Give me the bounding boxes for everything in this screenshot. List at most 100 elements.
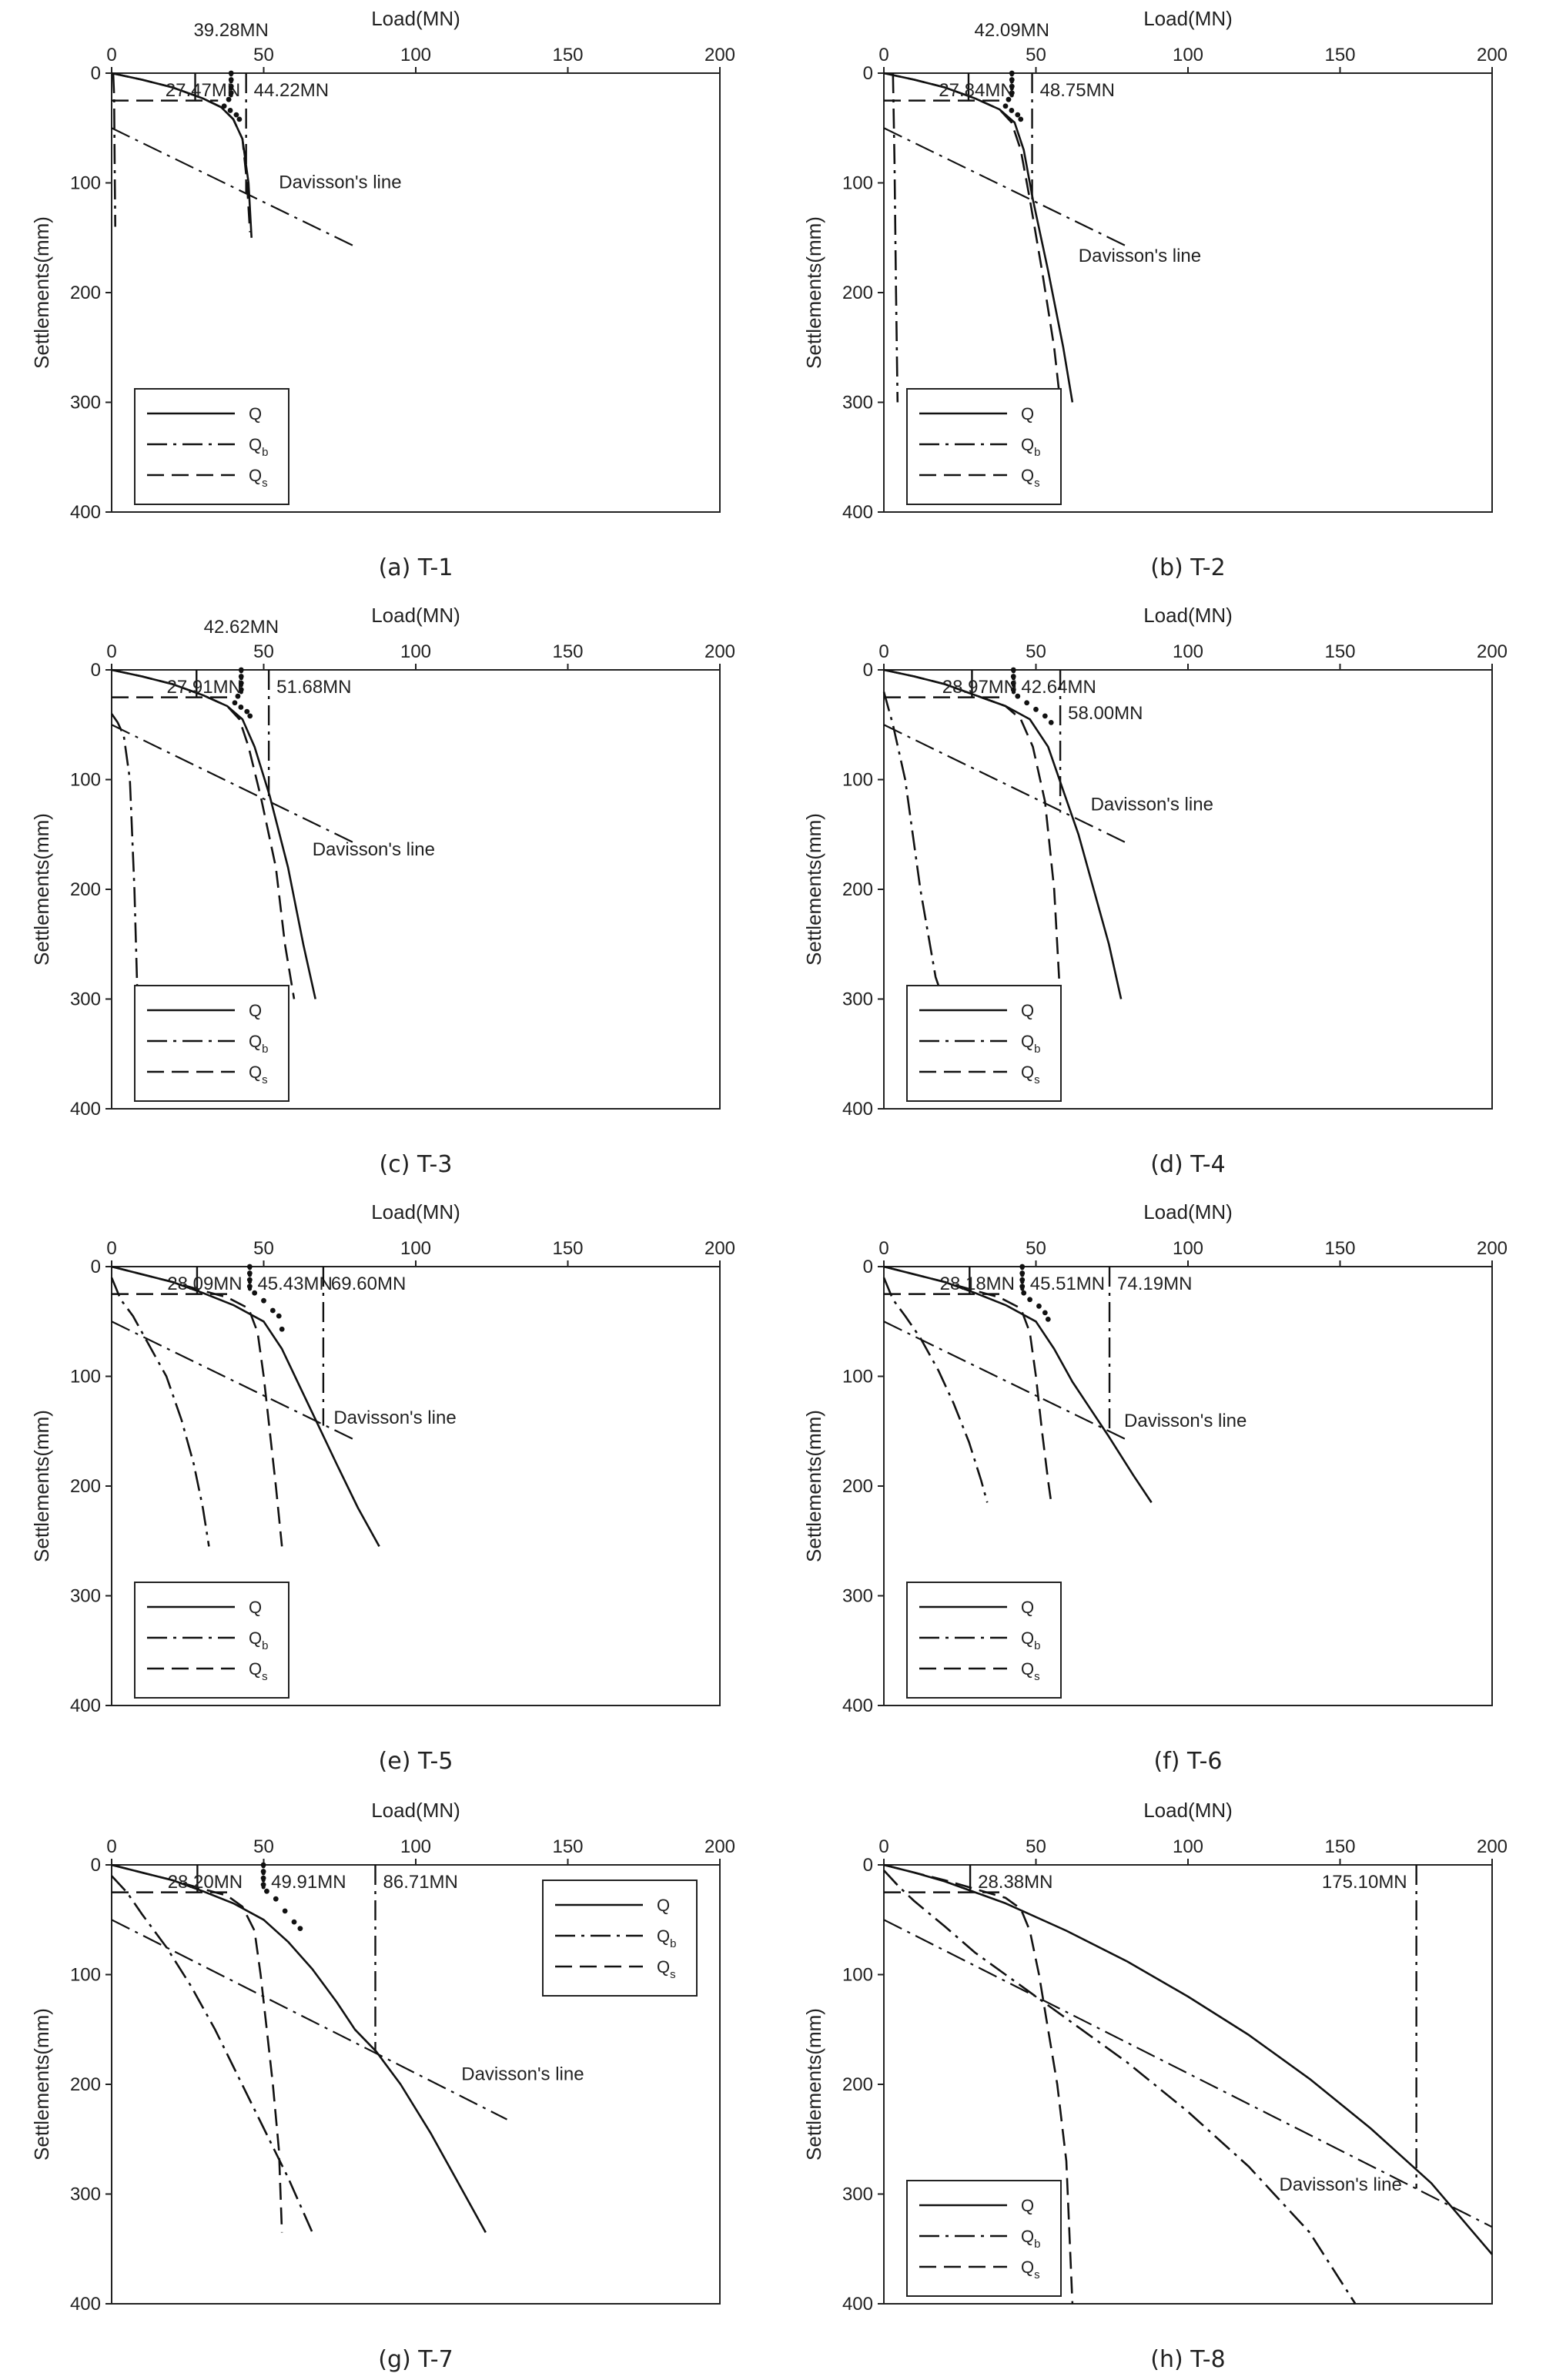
y-tick-label: 300 — [70, 1586, 101, 1607]
x-tick-label: 200 — [1477, 1238, 1508, 1259]
x-tick-label: 100 — [1173, 641, 1203, 662]
series-q — [111, 1265, 380, 1548]
series-q — [883, 72, 1074, 403]
dotted-marker-point — [238, 705, 244, 710]
dotted-marker-point — [1018, 116, 1024, 122]
y-tick-label: 0 — [91, 1257, 101, 1277]
y-axis-title: Settlements(mm) — [30, 1410, 53, 1562]
x-tick-label: 150 — [1324, 641, 1355, 662]
dotted-marker-point — [1048, 720, 1054, 725]
legend: Q Qb Qs — [134, 985, 289, 1102]
x-tick-label: 150 — [1324, 1238, 1355, 1259]
series-q-b — [883, 1870, 1357, 2305]
panel-t-6: Load(MN) Settlements(mm) 0 50 100 150 200 0 100 2… — [802, 1200, 1508, 1775]
dotted-marker-point — [244, 708, 250, 715]
legend-box — [906, 2180, 1062, 2297]
x-tick-label: 100 — [400, 1836, 431, 1857]
criterion-label: 28.97MN — [942, 677, 1017, 698]
criterion-label: 44.22MN — [254, 80, 329, 101]
panel-t-4: Load(MN) Settlements(mm) 0 50 100 150 200 0 100 2… — [802, 604, 1508, 1178]
dotted-marker-point — [1024, 700, 1030, 706]
criterion-label: 48.75MN — [1040, 80, 1115, 101]
legend: Q Qb Qs — [906, 1582, 1062, 1699]
panel-caption: (c) T-3 — [380, 1151, 453, 1178]
y-tick-label: 200 — [70, 879, 101, 900]
panel-caption: (d) T-4 — [1150, 1151, 1225, 1178]
dotted-marker-point — [297, 1926, 303, 1932]
criterion-label: 175.10MN — [1322, 1872, 1407, 1893]
dotted-marker-point — [221, 103, 227, 109]
y-tick-label: 400 — [70, 502, 101, 523]
panel-t-7: Load(MN) Settlements(mm) 0 50 100 150 200 0 100 2… — [30, 1799, 735, 2373]
davisson-label: Davisson's line — [461, 2064, 584, 2084]
series-davisson-s-line — [883, 1321, 1128, 1441]
x-tick-label: 0 — [106, 1836, 116, 1857]
y-axis-title: Settlements(mm) — [30, 216, 53, 369]
x-tick-label: 100 — [400, 45, 431, 65]
panel-caption: (b) T-2 — [1150, 554, 1225, 581]
legend: Q Qb Qs — [134, 388, 289, 505]
dotted-marker-point — [252, 1290, 258, 1296]
legend-box — [906, 985, 1062, 1102]
dotted-marker-point — [227, 108, 233, 113]
legend-label: Qs — [249, 466, 268, 490]
dotted-marker-point — [1036, 1303, 1042, 1309]
criterion-label: 86.71MN — [383, 1872, 458, 1893]
y-axis-title: Settlements(mm) — [30, 2008, 53, 2161]
criterion-label: 27.84MN — [939, 80, 1013, 101]
criterion-label: 74.19MN — [1117, 1274, 1192, 1294]
y-tick-label: 200 — [842, 1476, 873, 1497]
series-q-b — [882, 1277, 989, 1503]
x-tick-label: 50 — [253, 1836, 274, 1857]
series-q-b — [110, 1277, 210, 1547]
y-tick-label: 0 — [91, 1855, 101, 1876]
x-tick-label: 50 — [253, 1238, 274, 1259]
dotted-marker-point — [264, 1888, 269, 1894]
series-q-b — [111, 1875, 313, 2233]
panel-caption: (a) T-1 — [379, 554, 453, 581]
y-tick-label: 0 — [863, 660, 873, 681]
criterion-label: 27.91MN — [167, 677, 242, 698]
panel-caption: (f) T-6 — [1154, 1748, 1223, 1775]
davisson-label: Davisson's line — [333, 1408, 456, 1428]
series-q-s — [883, 668, 1062, 999]
davisson-label: Davisson's line — [1280, 2174, 1402, 2195]
y-tick-label: 300 — [842, 1586, 873, 1607]
panel-t-2: Load(MN) Settlements(mm) 0 50 100 150 200 0 100 2… — [802, 7, 1508, 581]
series-q-s — [111, 1863, 283, 2233]
series-q-b — [892, 72, 899, 403]
legend-box — [134, 985, 289, 1102]
dotted-marker-point — [276, 1313, 282, 1319]
legend-label: Qs — [249, 1063, 268, 1086]
dotted-marker-point — [269, 1307, 276, 1314]
criterion-label: 42.09MN — [975, 20, 1049, 41]
legend-label: Q — [249, 404, 262, 423]
legend-label: Qb — [1021, 2227, 1040, 2251]
davisson-label: Davisson's line — [1079, 246, 1201, 266]
y-tick-label: 0 — [863, 1257, 873, 1277]
dotted-marker-point — [1015, 112, 1021, 118]
y-tick-label: 0 — [863, 63, 873, 84]
series-q-s — [883, 1265, 1052, 1503]
criterion-label: 28.20MN — [168, 1872, 243, 1893]
series-q — [111, 1863, 487, 2234]
panel-t-5: Load(MN) Settlements(mm) 0 50 100 150 200 0 100 2… — [30, 1200, 735, 1775]
series-q-s — [111, 1265, 283, 1547]
x-tick-label: 200 — [1477, 1836, 1508, 1857]
legend-label: Qs — [1021, 2258, 1040, 2281]
criterion-label: 58.00MN — [1068, 703, 1143, 724]
legend-label: Qs — [657, 1957, 676, 1981]
x-tick-label: 200 — [704, 641, 735, 662]
series-q — [883, 1265, 1153, 1504]
legend-label: Qb — [249, 435, 268, 459]
legend-box — [906, 388, 1062, 505]
criterion-label: 69.60MN — [331, 1274, 406, 1294]
panel-caption: (e) T-5 — [379, 1748, 453, 1775]
x-tick-label: 150 — [1324, 1836, 1355, 1857]
criterion-label: 28.09MN — [167, 1274, 242, 1294]
dotted-marker-point — [1002, 103, 1009, 109]
criterion-label: 42.64MN — [1021, 677, 1096, 698]
series-q-s — [111, 72, 251, 233]
x-tick-label: 50 — [1026, 641, 1046, 662]
